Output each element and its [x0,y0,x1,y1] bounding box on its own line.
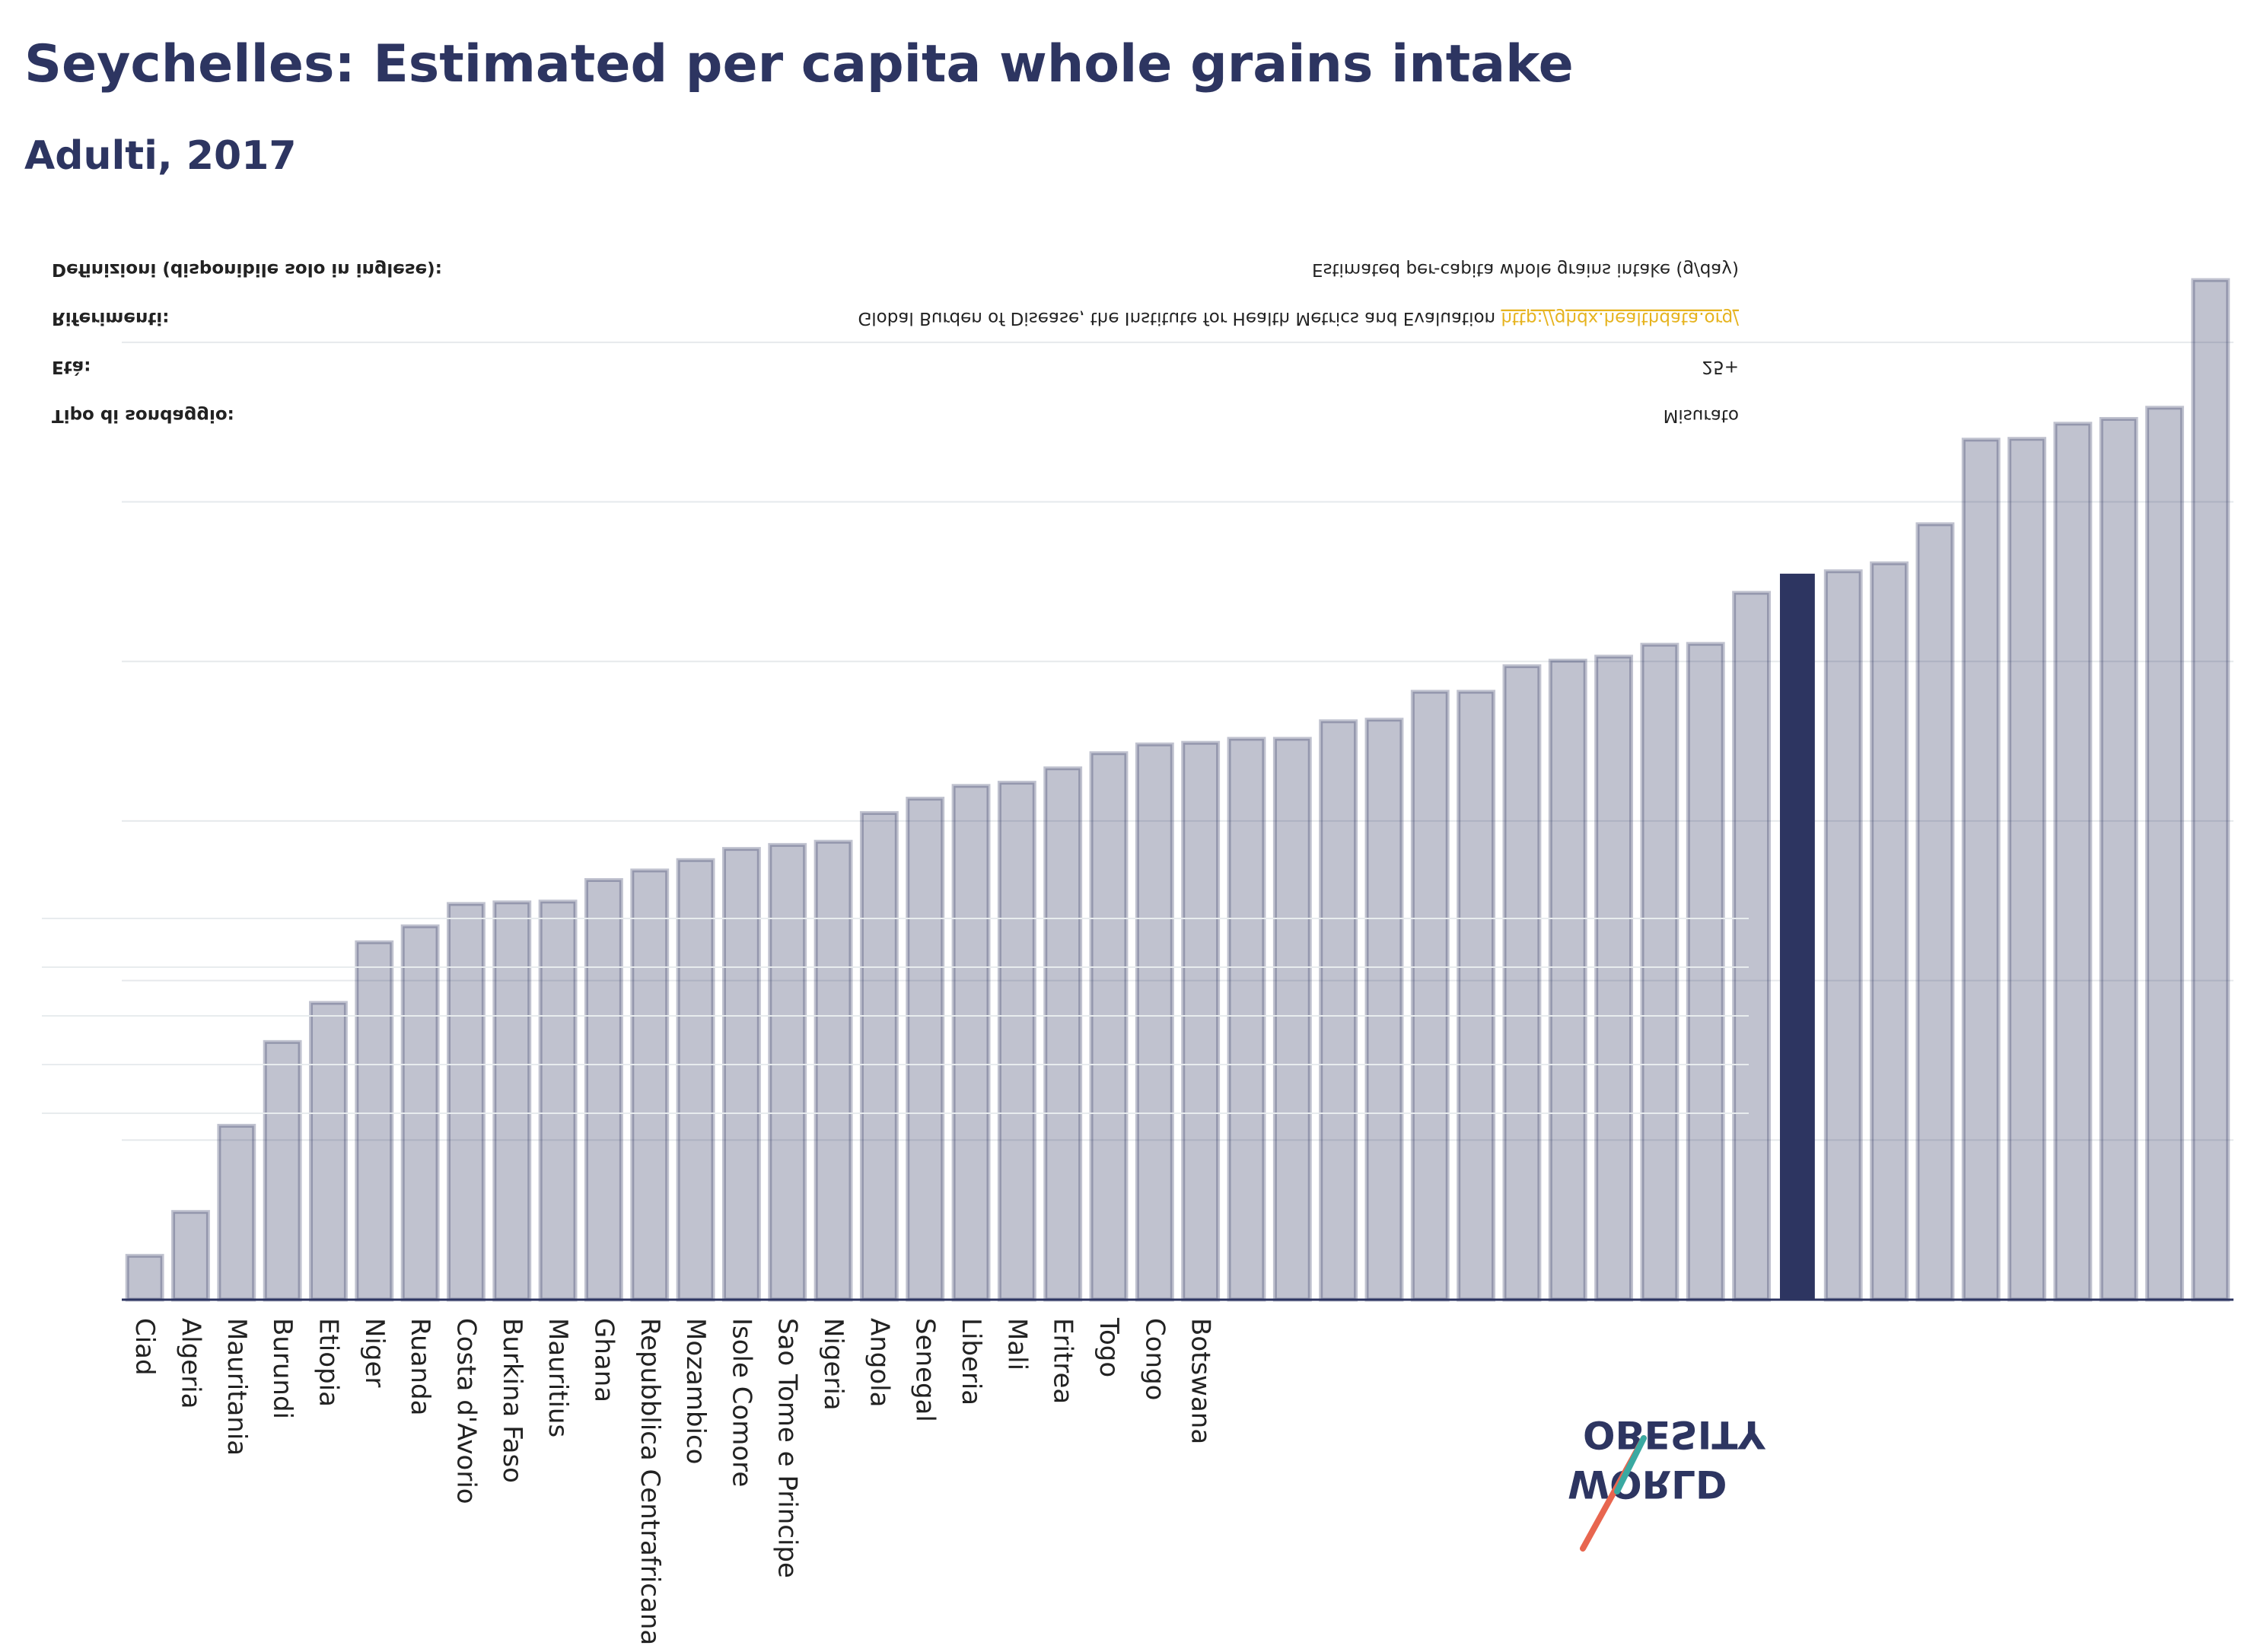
bar [1089,751,1129,1302]
x-tick-label: Togo [1094,1317,1124,1377]
bar [1548,658,1587,1302]
bar [813,839,853,1302]
x-tick-label: Etiopia [313,1318,343,1407]
x-tick-label: Botswana [1186,1318,1216,1444]
metadata-table: Definizioni (disponibile solo in inglese… [42,259,1749,1114]
chart-title: Seychelles: Estimated per capita whole g… [24,34,1574,94]
x-tick-label: Ruanda [405,1318,435,1415]
meta-age-value: 25+ [1702,357,1739,377]
meta-survey-type-value: Misurato [1664,406,1739,425]
bar [2145,406,2184,1302]
bar [676,858,715,1302]
bar [2053,422,2093,1302]
logo-word-world: WORLD [1568,1462,1727,1506]
bar [1870,561,1909,1302]
bar [1227,737,1266,1302]
bar [355,940,394,1302]
logo-word-obesity: OBESITY [1583,1412,1765,1456]
x-tick-label: Niger [359,1318,390,1387]
bar [1732,590,1771,1302]
bar [492,900,532,1302]
bar-highlight [1779,573,1815,1300]
meta-survey-type-label: Tipo di sondaggio: [52,406,234,425]
x-tick-label: Mauritania [221,1318,252,1456]
bar [906,797,945,1302]
x-tick-labels: Ciad Algeria Mauritania Burundi Etiopia Niger… [129,1317,1216,1645]
logo-stroke-teal [1614,1435,1647,1494]
meta-references-link[interactable]: http://ghdx.healthdata.org/ [1501,308,1739,328]
x-tick-label: Congo [1139,1318,1170,1400]
bar [1961,438,2001,1302]
gridlines [122,341,2233,1141]
bar [125,1253,164,1302]
bar [538,899,578,1302]
bar [1457,689,1496,1302]
x-tick-label: Burkina Faso [497,1318,527,1483]
x-tick-label: Ciad [129,1318,160,1376]
bar [2099,416,2138,1302]
bar [263,1039,302,1302]
bar [721,847,761,1302]
bar [217,1123,256,1302]
bar [1594,654,1634,1302]
bar [1502,664,1542,1302]
bar [997,781,1036,1302]
meta-references-label: Riferimenti: [52,308,169,328]
x-tick-label: Isole Comore [726,1318,756,1487]
bar [1410,689,1450,1302]
chart-subtitle: Adulti, 2017 [24,133,297,179]
x-tick-label: Angola [864,1318,894,1407]
bar [171,1210,210,1302]
x-tick-label: Algeria [175,1318,205,1408]
bar [630,868,670,1302]
meta-definitions-value: Estimated per-capita whole grains intake… [1312,259,1739,279]
bar [1181,740,1221,1302]
x-tick-label: Repubblica Centrafricana [635,1318,665,1645]
bar [1272,737,1312,1302]
meta-references-source: Global Burden of Disease, the Institute … [858,308,1495,328]
world-obesity-logo: WORLD OBESITY [1568,1412,1765,1552]
bar [309,1001,348,1302]
x-tick-label: Ghana [588,1318,619,1402]
meta-definitions-label: Definizioni (disponibile solo in inglese… [52,259,442,279]
x-tick-label: Mauritius [543,1318,573,1437]
x-tick-label: Sao Tome e Principe [772,1318,803,1578]
meta-age-label: Età: [52,357,91,377]
x-tick-label: Burundi [267,1318,298,1419]
bar [1135,742,1174,1302]
x-tick-label: Eritrea [1048,1318,1078,1404]
bar [2191,278,2230,1302]
bar [768,842,807,1302]
bar [1686,641,1725,1302]
bar [2007,437,2046,1302]
bar [1915,522,1955,1302]
bar [859,810,899,1302]
x-tick-label: Senegal [910,1318,941,1422]
x-tick-label: Nigeria [818,1318,849,1411]
bar [1319,719,1358,1302]
bar [1364,718,1404,1302]
x-tick-label: Costa d'Avorio [451,1318,481,1504]
bar [1823,569,1863,1302]
x-tick-label: Liberia [956,1318,986,1405]
bars [125,278,2230,1302]
bar [1640,642,1679,1302]
bar [1043,766,1083,1302]
bar [584,878,623,1302]
bar [447,902,486,1302]
x-tick-label: Mozambico [680,1318,711,1464]
meta-references-value: Global Burden of Disease, the Institute … [858,308,1739,328]
bar [951,784,991,1302]
x-tick-label: Mali [1001,1318,1032,1370]
